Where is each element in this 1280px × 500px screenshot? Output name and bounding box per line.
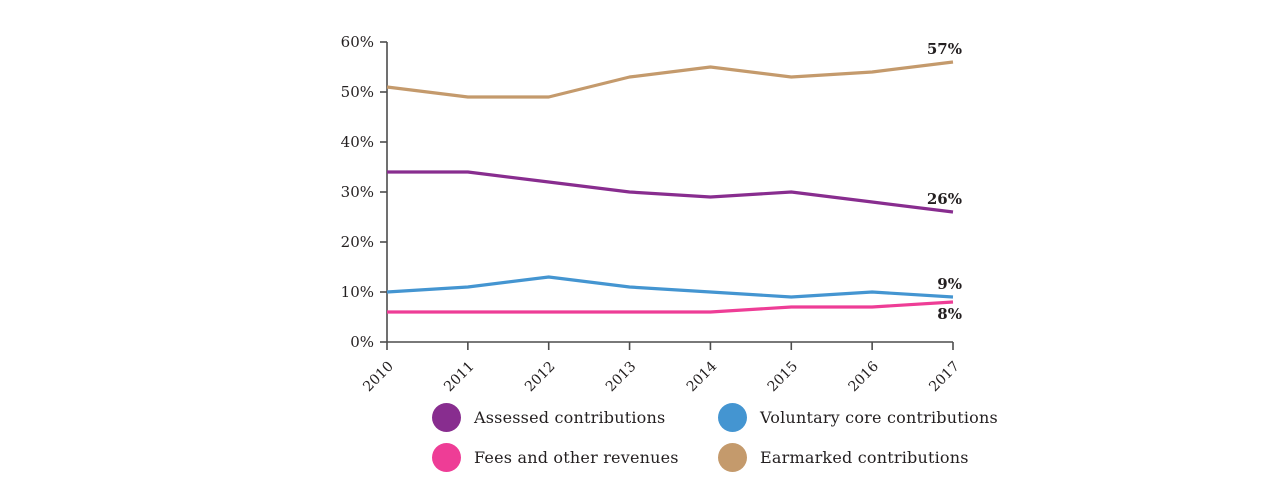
series-line-voluntary-core-contributions [386,275,954,299]
x-axis-tick-label: 2013 [603,359,640,396]
y-axis-tick-label: 50% [341,83,374,101]
y-axis-tick-label: 10% [341,283,374,301]
x-axis-tick-label: 2016 [845,358,882,395]
x-axis-tick-label: 2014 [684,358,721,395]
axes [386,42,953,343]
y-axis-tick-label: 40% [341,133,374,151]
series-end-label-voluntary-core-contributions: 9% [937,275,962,293]
x-axis-tick-label: 2015 [765,359,802,396]
series-end-label-earmarked-contributions: 57% [927,40,962,58]
y-axis-tick-label: 30% [341,183,374,201]
x-axis-tick-label: 2010 [360,359,397,396]
series-line-fees-and-other-revenues [387,300,954,314]
y-axis-tick-label: 0% [350,333,374,351]
y-axis-tick-label: 60% [341,33,374,51]
x-axis-tick-label: 2012 [522,359,559,396]
series-line-earmarked-contributions [386,60,954,99]
y-axis-tick-label: 20% [341,233,374,251]
series-end-label-assessed-contributions: 26% [927,190,962,208]
series-line-assessed-contributions [387,170,954,214]
series-end-label-fees-and-other-revenues: 8% [937,305,962,323]
x-axis-tick-label: 2011 [441,359,478,396]
x-axis-tick-label: 2017 [926,359,963,396]
